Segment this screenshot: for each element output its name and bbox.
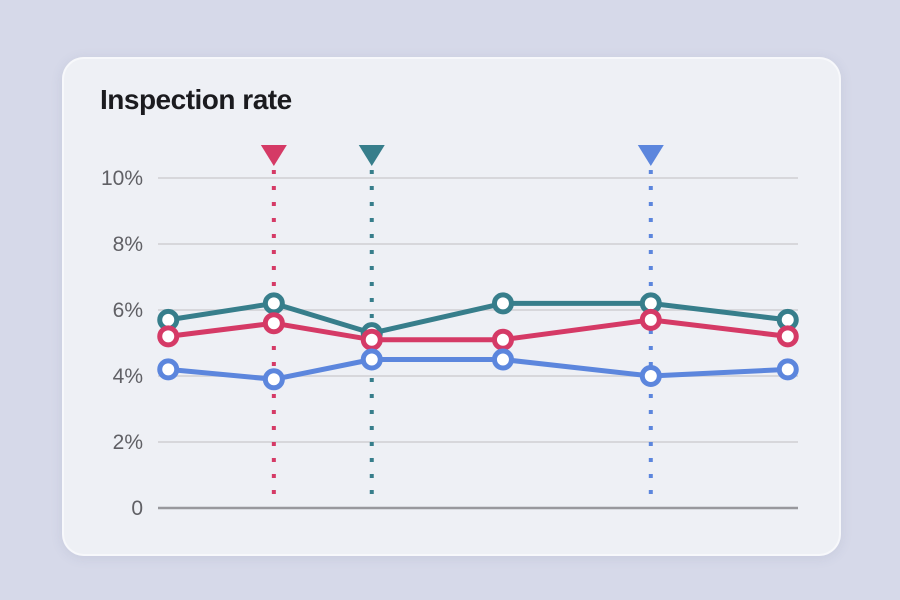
crimson-series-point bbox=[157, 325, 180, 348]
crimson-series-point bbox=[776, 325, 799, 348]
blue-event-marker[interactable] bbox=[637, 145, 664, 166]
blue-series-point bbox=[262, 368, 285, 391]
y-tick-label: 8% bbox=[113, 233, 143, 256]
blue-series-point bbox=[639, 365, 662, 387]
teal-series-line bbox=[165, 300, 791, 336]
blue-series-point bbox=[360, 348, 383, 371]
crimson-series-point bbox=[360, 328, 383, 351]
crimson-series-point bbox=[639, 308, 662, 331]
blue-series-point bbox=[157, 358, 180, 381]
inspection-rate-card: Inspection rate 10% 8% 6% 4% 2% 0 bbox=[62, 57, 841, 556]
chart-title: Inspection rate bbox=[100, 84, 292, 115]
inspection-rate-chart: 10% 8% 6% 4% 2% 0 bbox=[101, 145, 799, 520]
crimson-event-marker[interactable] bbox=[260, 145, 287, 166]
teal-series-point bbox=[262, 292, 285, 315]
y-tick-label: 6% bbox=[113, 299, 143, 322]
crimson-series-line bbox=[165, 317, 791, 343]
blue-series-line bbox=[165, 357, 791, 382]
y-tick-label: 4% bbox=[113, 365, 143, 388]
y-tick-label: 10% bbox=[101, 167, 143, 190]
crimson-series-point bbox=[491, 328, 514, 351]
crimson-series-point bbox=[262, 312, 285, 335]
y-tick-label: 0 bbox=[131, 497, 143, 520]
teal-event-marker[interactable] bbox=[358, 145, 385, 166]
blue-series-point bbox=[776, 358, 799, 381]
blue-series-point bbox=[491, 348, 514, 371]
y-tick-label: 2% bbox=[113, 431, 143, 454]
teal-series-point bbox=[491, 292, 514, 315]
